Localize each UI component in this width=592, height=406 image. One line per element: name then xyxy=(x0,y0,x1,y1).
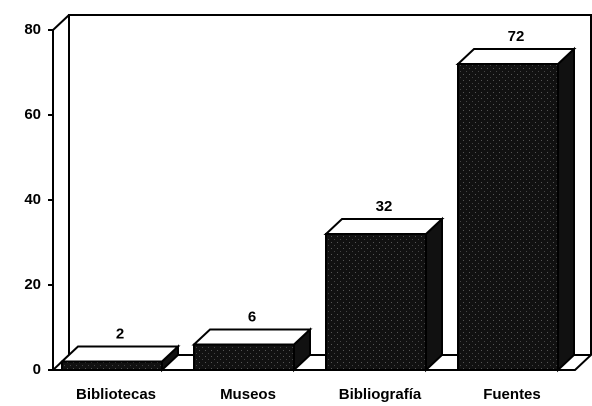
x-tick-label: Fuentes xyxy=(483,386,541,403)
y-tick-label: 0 xyxy=(33,361,41,378)
bar-front xyxy=(325,233,427,371)
bar-front xyxy=(61,360,163,371)
x-tick-label: Museos xyxy=(220,386,276,403)
data-label: 6 xyxy=(248,308,256,325)
y-tick-label: 60 xyxy=(24,106,41,123)
x-tick-label: Bibliotecas xyxy=(76,386,156,403)
x-tick-label: Bibliografía xyxy=(339,386,422,403)
bar-side xyxy=(425,216,443,373)
y-tick-label: 20 xyxy=(24,276,41,293)
bar xyxy=(455,46,577,373)
data-label: 72 xyxy=(508,28,525,45)
y-tick-label: 80 xyxy=(24,21,41,38)
bar xyxy=(323,216,445,373)
bar-side xyxy=(557,46,575,373)
bar-top xyxy=(59,345,181,363)
data-label: 32 xyxy=(376,198,393,215)
y-tick-label: 40 xyxy=(24,191,41,208)
bar xyxy=(191,327,313,373)
data-label: 2 xyxy=(116,325,124,342)
bar-front xyxy=(457,63,559,371)
bar-top xyxy=(191,328,313,346)
axis-top xyxy=(52,14,70,31)
bar-top xyxy=(455,48,577,65)
bar-front xyxy=(193,343,295,371)
bar xyxy=(59,344,181,373)
bar-top xyxy=(323,218,445,235)
